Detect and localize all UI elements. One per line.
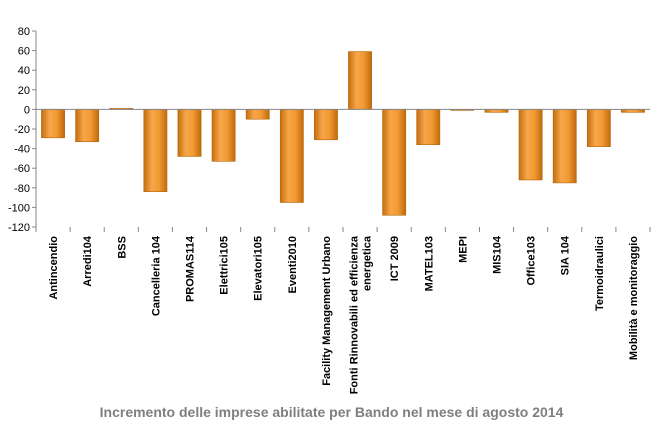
- y-tick-label: 0: [24, 104, 30, 116]
- y-tick-label: -120: [8, 222, 30, 234]
- bar: [348, 51, 372, 110]
- bar: [518, 109, 543, 181]
- bar: [382, 109, 407, 216]
- bar: [245, 109, 270, 120]
- category-label: Cancelleria 104: [150, 235, 162, 316]
- bar: [211, 109, 236, 162]
- bar: [75, 109, 100, 143]
- bar: [143, 109, 168, 193]
- bar: [177, 109, 202, 157]
- bar: [279, 109, 304, 203]
- category-label: Arredi104: [82, 235, 94, 287]
- category-label: energetica: [362, 235, 374, 291]
- y-tick-label: 40: [18, 65, 30, 77]
- category-label: Antincendio: [48, 236, 60, 300]
- category-label: ICT 2009: [389, 236, 401, 281]
- category-label: Elettrici105: [219, 236, 231, 295]
- y-tick-label: -60: [14, 163, 30, 175]
- bar: [416, 109, 441, 145]
- y-tick-label: -100: [8, 202, 30, 214]
- category-label: PROMAS114: [185, 235, 197, 302]
- bar: [41, 109, 65, 139]
- y-tick-label: 80: [18, 26, 30, 38]
- category-label: MATEL103: [423, 236, 435, 291]
- category-label: Office103: [526, 236, 538, 286]
- bar: [552, 109, 577, 184]
- category-label: BSS: [116, 236, 128, 259]
- bar: [586, 109, 611, 147]
- category-label: Facility Management Urbano: [321, 236, 333, 386]
- category-label: Eventi2010: [287, 236, 299, 293]
- category-label: Termoidraulici: [594, 236, 606, 311]
- y-tick-label: 60: [18, 46, 30, 58]
- category-label: MIS104: [492, 235, 504, 274]
- chart-title: Incremento delle imprese abilitate per B…: [99, 404, 564, 420]
- category-label: Fonti Rinnovabili ed efficienza: [349, 235, 361, 394]
- y-tick-label: 20: [18, 85, 30, 97]
- category-label: Elevatori105: [253, 236, 265, 301]
- y-tick-label: -40: [14, 144, 30, 156]
- y-tick-label: -80: [14, 183, 30, 195]
- y-tick-label: -20: [14, 124, 30, 136]
- category-label: Mobilità e monitoraggio: [628, 236, 640, 360]
- bar: [314, 109, 338, 141]
- category-label: SIA 104: [560, 235, 572, 275]
- category-label: MEPI: [457, 236, 469, 263]
